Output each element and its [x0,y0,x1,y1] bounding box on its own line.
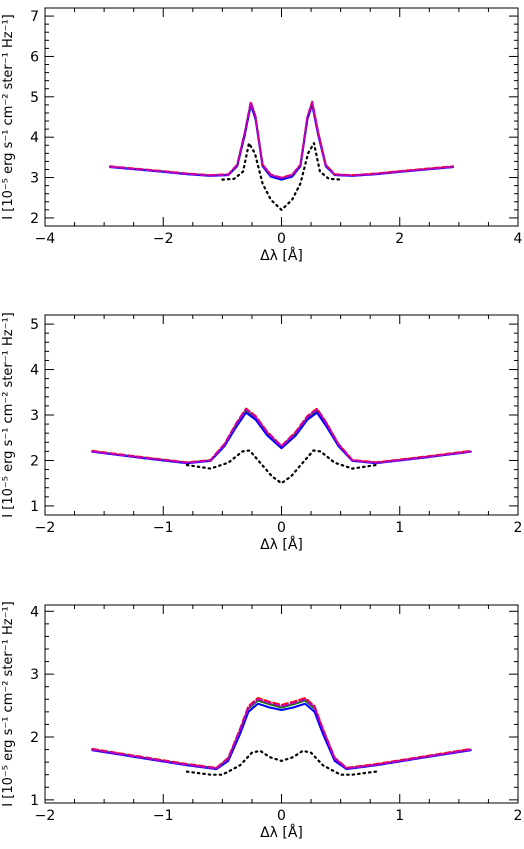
x-tick-label: −1 [153,520,174,536]
x-tick-label: −1 [153,808,174,824]
y-tick-label: 3 [30,171,39,187]
y-tick-label: 2 [30,730,39,746]
x-axis-label: Δλ [Å] [260,536,303,553]
y-axis-label: I [10⁻⁵ erg s⁻¹ cm⁻² ster⁻¹ Hz⁻¹] [1,312,16,517]
y-tick-label: 3 [30,408,39,424]
x-tick-label: −2 [35,808,56,824]
series-line-solid [91,409,472,464]
plot-frame [44,7,519,227]
series-line-solid [109,103,454,181]
chart-panel-1: −4 −2 0 2 4 2 3 4 5 6 7 Δλ [Å] I [10⁻⁵ erg s⁻¹ cm⁻² … [1,7,523,264]
series-line-dashed [91,408,472,464]
x-tick-label: 4 [514,231,523,247]
x-tick-label: 1 [395,520,404,536]
y-tick-label: 5 [30,90,39,106]
series-line-dashed [109,101,454,179]
chart-panel-3: −2 −1 0 1 2 1 2 3 4 Δλ [Å] I [10⁻⁵ erg s⁻¹ cm⁻² st… [1,601,522,841]
y-axis-label: I [10⁻⁵ erg s⁻¹ cm⁻² ster⁻¹ Hz⁻¹] [1,601,16,806]
series-line-dashed [109,100,454,179]
x-tick-label: 1 [395,808,404,824]
y-tick-label: 2 [30,453,39,469]
y-tick-label: 5 [30,317,39,333]
x-tick-label: 2 [514,520,523,536]
y-tick-label: 3 [30,667,39,683]
y-tick-label: 1 [30,499,39,515]
y-tick-label: 4 [30,604,39,620]
x-tick-label: 0 [277,520,286,536]
series-line-dotted [185,749,378,776]
y-tick-label: 1 [30,793,39,809]
series-line-dotted [221,142,342,211]
x-axis-label: Δλ [Å] [260,247,303,264]
y-tick-label: 6 [30,49,39,65]
series-line-solid [91,411,472,465]
y-tick-label: 2 [30,211,39,227]
series-line-dashed [91,698,472,770]
series-line-dotted [185,449,378,485]
series-line-dashed [91,407,472,464]
x-tick-label: 0 [277,808,286,824]
x-tick-label: −2 [153,231,174,247]
series-line-solid [109,101,454,180]
y-tick-label: 4 [30,363,39,379]
x-tick-label: 2 [395,231,404,247]
x-tick-label: −4 [35,231,56,247]
plot-frame [44,314,519,516]
chart-panel-2: −2 −1 0 1 2 1 2 3 4 5 Δλ [Å] I [10⁻⁵ erg s⁻¹ cm⁻² s… [1,312,522,553]
x-tick-label: 0 [277,231,286,247]
x-tick-label: 2 [514,808,523,824]
x-axis-label: Δλ [Å] [260,824,303,841]
y-tick-label: 7 [30,9,39,25]
x-tick-label: −2 [35,520,56,536]
y-axis-label: I [10⁻⁵ erg s⁻¹ cm⁻² ster⁻¹ Hz⁻¹] [1,14,16,219]
y-tick-label: 4 [30,130,39,146]
